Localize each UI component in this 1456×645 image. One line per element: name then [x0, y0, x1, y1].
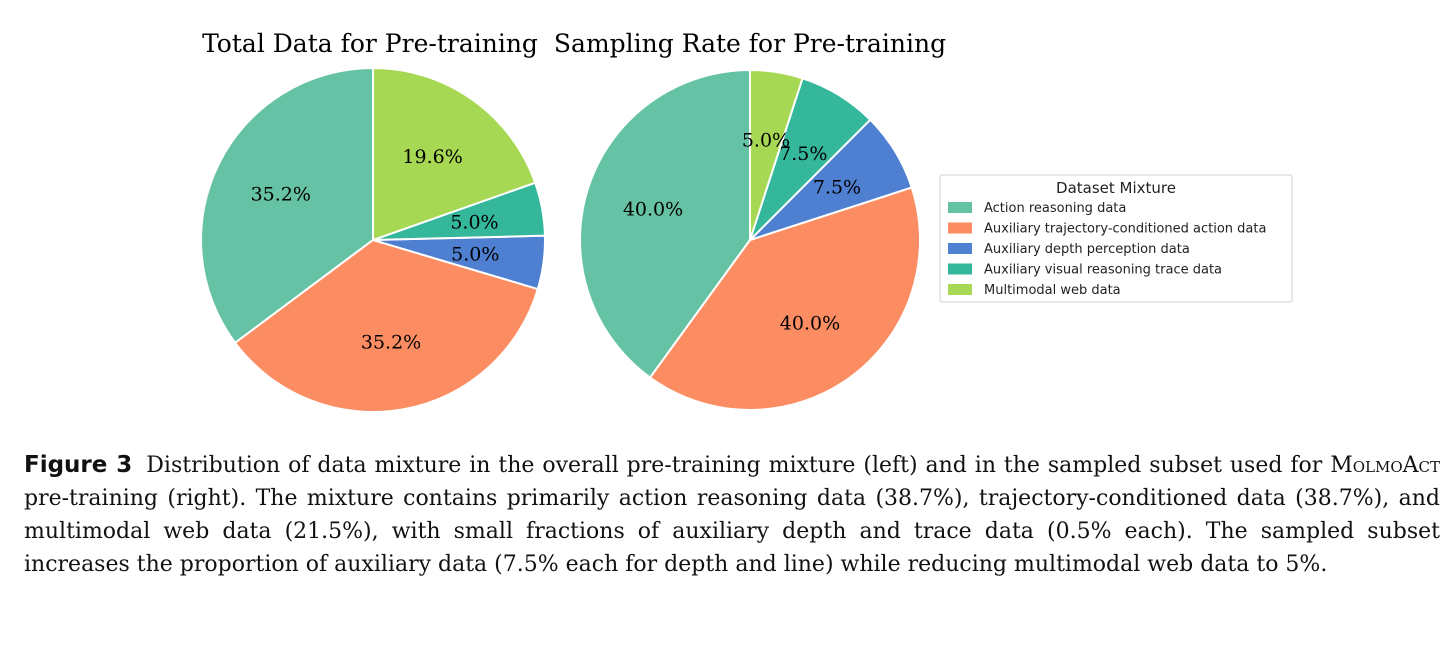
slice-label-total-data-auxiliary-visual-reasoning-trace-data: 5.0%: [450, 211, 498, 233]
slice-total-data-auxiliary-trajectory-conditioned-action-data: [233, 238, 540, 413]
slice-label-total-data-auxiliary-depth-perception-data: 5.0%: [451, 244, 499, 266]
legend-label-auxiliary-visual-reasoning-trace-data: Auxiliary visual reasoning trace data: [984, 263, 1222, 278]
figure-label: Figure 3: [24, 452, 133, 478]
chart-title-total-data: Total Data for Pre-training: [202, 29, 538, 58]
chart-title-sampling-rate: Sampling Rate for Pre-training: [554, 29, 946, 58]
legend-swatch-auxiliary-trajectory-conditioned-action-data: [948, 222, 972, 234]
slice-label-sampling-rate-multimodal-web-data: 5.0%: [742, 129, 790, 151]
slice-label-sampling-rate-auxiliary-depth-perception-data: 7.5%: [813, 177, 861, 199]
legend-title: Dataset Mixture: [1056, 179, 1176, 197]
legend-label-multimodal-web-data: Multimodal web data: [984, 283, 1121, 298]
figure-caption: Figure 3 Distribution of data mixture in…: [24, 449, 1440, 581]
caption-text-2: pre-training (right). The mixture contai…: [24, 486, 1440, 577]
legend: Dataset Mixture Action reasoning data Aux…: [939, 174, 1293, 303]
legend-items: Action reasoning data Auxiliary trajector…: [948, 201, 1266, 298]
legend-label-auxiliary-trajectory-conditioned-action-data: Auxiliary trajectory-conditioned action …: [984, 222, 1266, 237]
legend-label-auxiliary-depth-perception-data: Auxiliary depth perception data: [984, 242, 1190, 257]
slice-sampling-rate-auxiliary-trajectory-conditioned-action-data: [648, 186, 922, 412]
chart-sampling-rate: Sampling Rate for Pre-training 40.0% 40.0…: [554, 29, 946, 412]
slice-label-sampling-rate-auxiliary-trajectory-conditioned-action-data: 40.0%: [780, 313, 840, 335]
slice-sampling-rate-multimodal-web-data: [749, 68, 804, 241]
slice-sampling-rate-action-reasoning-data: [578, 68, 751, 379]
model-name: MolmoAct: [1330, 453, 1441, 478]
legend-swatch-multimodal-web-data: [948, 284, 972, 295]
pie-sampling-rate: 40.0%40.0%7.5%7.5%5.0%: [578, 68, 922, 412]
legend-label-action-reasoning-data: Action reasoning data: [984, 201, 1126, 216]
slice-label-sampling-rate-action-reasoning-data: 40.0%: [623, 198, 683, 220]
pie-total-data: 35.2% 35.2% 5.0% 5.0% 19.6%: [200, 66, 546, 413]
legend-swatch-action-reasoning-data: [948, 202, 972, 213]
slice-total-data-multimodal-web-data: [372, 66, 537, 242]
slice-total-data-action-reasoning-data: [200, 66, 374, 345]
legend-swatch-auxiliary-depth-perception-data: [948, 243, 972, 254]
slice-label-total-data-action-reasoning-data: 35.2%: [251, 184, 311, 206]
slice-label-total-data-auxiliary-trajectory-conditioned-action-data: 35.2%: [361, 332, 421, 354]
pie-chart-figure: Total Data for Pre-training 35.2% 35.2% 5.…: [200, 29, 1293, 413]
slice-label-sampling-rate-auxiliary-visual-reasoning-trace-data: 7.5%: [779, 143, 827, 165]
chart-total-data: Total Data for Pre-training 35.2% 35.2% 5.…: [200, 29, 546, 413]
slice-label-total-data-multimodal-web-data: 19.6%: [402, 146, 462, 168]
caption-text-1: Distribution of data mixture in the over…: [146, 453, 1331, 478]
legend-swatch-auxiliary-visual-reasoning-trace-data: [948, 263, 972, 275]
legend-frame: [939, 174, 1293, 303]
